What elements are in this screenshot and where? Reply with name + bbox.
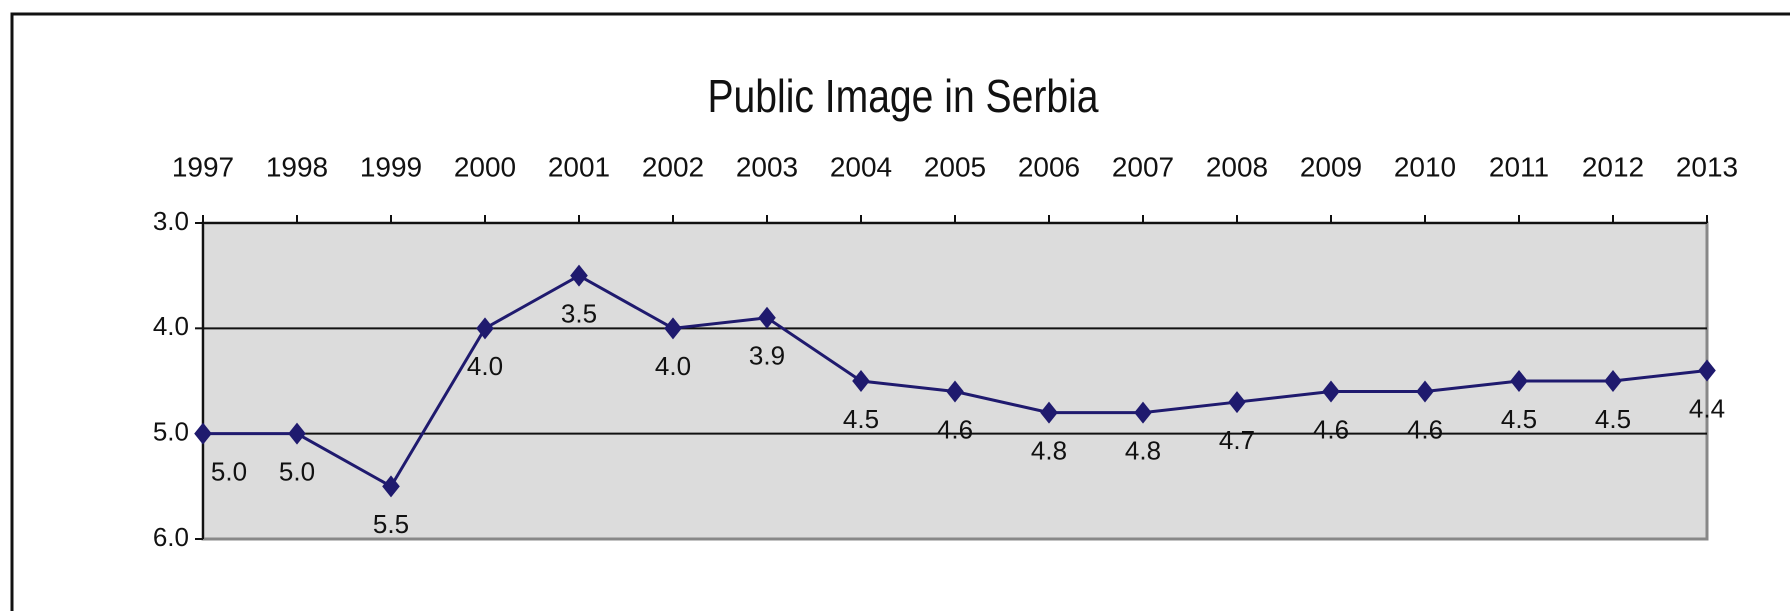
marker — [288, 422, 306, 445]
x-tick-label: 2006 — [1018, 151, 1080, 182]
x-tick-label: 2007 — [1112, 151, 1174, 182]
y-tick-label: 4.0 — [153, 311, 189, 341]
data-label: 5.0 — [279, 457, 315, 487]
x-tick-label: 2012 — [1582, 151, 1644, 182]
data-label: 4.5 — [1595, 404, 1631, 434]
data-label: 4.6 — [1313, 414, 1349, 444]
marker — [382, 475, 400, 498]
chart-title: Public Image in Serbia — [707, 71, 1098, 123]
marker — [758, 306, 776, 329]
x-tick-label: 1998 — [266, 151, 328, 182]
data-label: 4.8 — [1125, 435, 1161, 465]
data-label: 4.6 — [1407, 414, 1443, 444]
data-label: 5.0 — [211, 457, 247, 487]
x-tick-label: 2001 — [548, 151, 610, 182]
marker — [946, 380, 964, 403]
x-tick-label: 2003 — [736, 151, 798, 182]
data-label: 4.5 — [1501, 404, 1537, 434]
x-tick-label: 2004 — [830, 151, 892, 182]
data-label: 4.5 — [843, 404, 879, 434]
marker — [194, 422, 212, 445]
marker — [1134, 401, 1152, 424]
x-tick-label: 2011 — [1489, 151, 1549, 182]
marker — [1510, 370, 1528, 392]
marker — [664, 317, 682, 340]
marker — [570, 264, 588, 287]
data-label: 4.4 — [1689, 393, 1725, 423]
data-label: 3.9 — [749, 341, 785, 371]
data-label: 4.0 — [655, 351, 691, 381]
marker — [852, 370, 870, 392]
x-tick-label: 1999 — [360, 151, 422, 182]
marker — [1698, 359, 1716, 382]
marker — [1228, 391, 1246, 414]
data-label: 4.7 — [1219, 425, 1255, 455]
x-tick-label: 1997 — [172, 151, 234, 182]
marker — [476, 317, 494, 340]
x-tick-label: 2002 — [642, 151, 704, 182]
x-tick-label: 2005 — [924, 151, 986, 182]
marker — [1416, 380, 1434, 403]
data-label: 4.0 — [467, 351, 503, 381]
y-tick-label: 3.0 — [153, 206, 189, 236]
data-label: 4.8 — [1031, 435, 1067, 465]
x-tick-label: 2010 — [1394, 151, 1456, 182]
marker — [1604, 370, 1622, 392]
marker — [1040, 401, 1058, 424]
x-tick-label: 2013 — [1676, 151, 1738, 182]
data-label: 5.5 — [373, 509, 409, 539]
data-label: 4.6 — [937, 414, 973, 444]
marker — [1322, 380, 1340, 403]
x-tick-label: 2009 — [1300, 151, 1362, 182]
x-tick-label: 2008 — [1206, 151, 1268, 182]
y-tick-label: 5.0 — [153, 417, 189, 447]
y-tick-label: 6.0 — [153, 522, 189, 552]
data-label: 3.5 — [561, 299, 597, 329]
x-tick-label: 2000 — [454, 151, 516, 182]
